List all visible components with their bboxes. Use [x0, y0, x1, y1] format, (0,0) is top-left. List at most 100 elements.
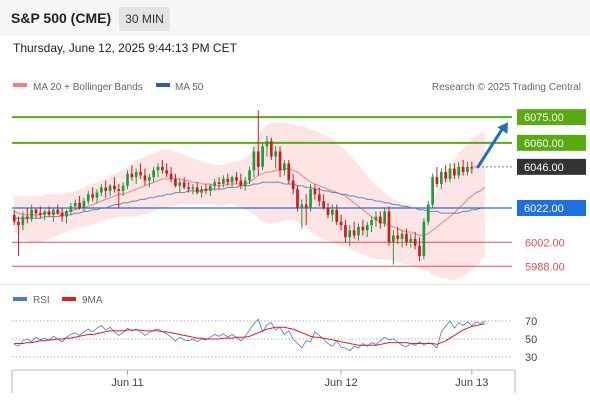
- level-label: 6075.00: [517, 109, 586, 126]
- candle: [252, 146, 256, 178]
- candle: [357, 223, 360, 241]
- ma50-line: [14, 181, 485, 219]
- candle-body: [34, 209, 38, 214]
- candle-body: [357, 226, 360, 236]
- candle: [56, 204, 60, 215]
- candle: [309, 184, 312, 212]
- candle-body: [431, 177, 434, 205]
- candle: [73, 199, 77, 210]
- candle-body: [287, 163, 291, 181]
- candle-body: [200, 189, 203, 193]
- timestamp: Thursday, June 12, 2025 9:44:13 PM CET: [13, 41, 237, 55]
- candle: [12, 209, 16, 226]
- candle-body: [147, 177, 151, 181]
- candle-body: [208, 185, 212, 191]
- candle: [78, 196, 81, 210]
- candle: [335, 204, 339, 226]
- candle: [392, 230, 395, 265]
- candle: [104, 180, 108, 198]
- candle-body: [165, 170, 169, 174]
- candle: [370, 216, 373, 232]
- candle: [239, 173, 243, 190]
- candle: [156, 163, 160, 178]
- candle-body: [130, 173, 134, 178]
- candle-body: [396, 235, 400, 239]
- header-bar: S&P 500 (CME) 30 MIN: [0, 0, 590, 36]
- candle: [248, 166, 251, 184]
- candle-body: [178, 182, 182, 186]
- candle: [25, 208, 29, 224]
- candle-body: [60, 213, 64, 217]
- candle: [435, 166, 439, 188]
- forecast-arrow: [476, 122, 508, 169]
- timeframe-button[interactable]: 30 MIN: [119, 7, 170, 31]
- candle-body: [470, 166, 474, 169]
- candle-body: [439, 172, 443, 184]
- candle-body: [365, 225, 369, 231]
- candle-body: [113, 185, 116, 190]
- candle-body: [448, 168, 452, 179]
- candle: [287, 160, 291, 184]
- candle-body: [261, 146, 264, 167]
- candle-body: [117, 189, 121, 191]
- candle: [352, 221, 356, 239]
- candle: [52, 208, 55, 222]
- candle-body: [195, 187, 199, 193]
- level-label-bg: [517, 134, 586, 151]
- candle: [187, 182, 190, 193]
- candle-body: [143, 175, 147, 181]
- rsi-legend-swatch: [13, 297, 27, 301]
- candle: [143, 168, 147, 186]
- candle-body: [243, 180, 247, 186]
- candle-body: [309, 189, 312, 208]
- candle: [200, 185, 203, 198]
- candle: [461, 160, 465, 176]
- candle-body: [12, 214, 16, 222]
- candle-body: [38, 213, 42, 215]
- candle: [86, 190, 90, 205]
- candle: [291, 173, 295, 195]
- level-label-text: 6060.00: [524, 138, 564, 150]
- candle-body: [86, 194, 90, 202]
- candle-body: [283, 163, 286, 171]
- candle: [182, 177, 186, 190]
- candle-body: [226, 178, 230, 183]
- candle-body: [322, 201, 325, 208]
- candle-body: [108, 185, 112, 191]
- candle-body: [174, 178, 177, 186]
- candle: [348, 225, 352, 246]
- candle-body: [274, 151, 278, 157]
- candle: [439, 168, 443, 190]
- candle-body: [405, 233, 408, 243]
- candle-body: [95, 192, 99, 198]
- candle-body: [25, 216, 29, 219]
- instrument-title: S&P 500 (CME): [11, 10, 112, 26]
- candle: [431, 173, 434, 208]
- ma50-legend-label: MA 50: [175, 82, 204, 93]
- candle: [304, 194, 308, 226]
- candle-body: [466, 166, 469, 172]
- candle: [344, 220, 347, 243]
- candle-body: [69, 206, 73, 212]
- candle-body: [217, 182, 221, 184]
- candle-body: [370, 220, 373, 226]
- candle: [235, 172, 238, 184]
- level-label: 6060.00: [517, 134, 586, 151]
- rsi-tick-label: 30: [525, 352, 537, 364]
- candle-body: [182, 182, 186, 188]
- candle-body: [56, 209, 60, 214]
- candle-body: [121, 185, 125, 191]
- candle-body: [435, 177, 439, 184]
- candle: [256, 110, 260, 176]
- level-label-text: 6002.00: [525, 237, 565, 249]
- level-label: 6022.00: [517, 200, 586, 216]
- candle: [409, 233, 413, 248]
- level-label-text: 6046.00: [524, 162, 564, 174]
- candle: [169, 166, 173, 183]
- candle: [387, 206, 391, 246]
- candle-body: [256, 151, 260, 167]
- ma20-legend-label: MA 20 + Bollinger Bands: [33, 82, 143, 93]
- x-axis: Jun 11 Jun 12 Jun 13: [11, 369, 516, 393]
- candle: [165, 163, 169, 178]
